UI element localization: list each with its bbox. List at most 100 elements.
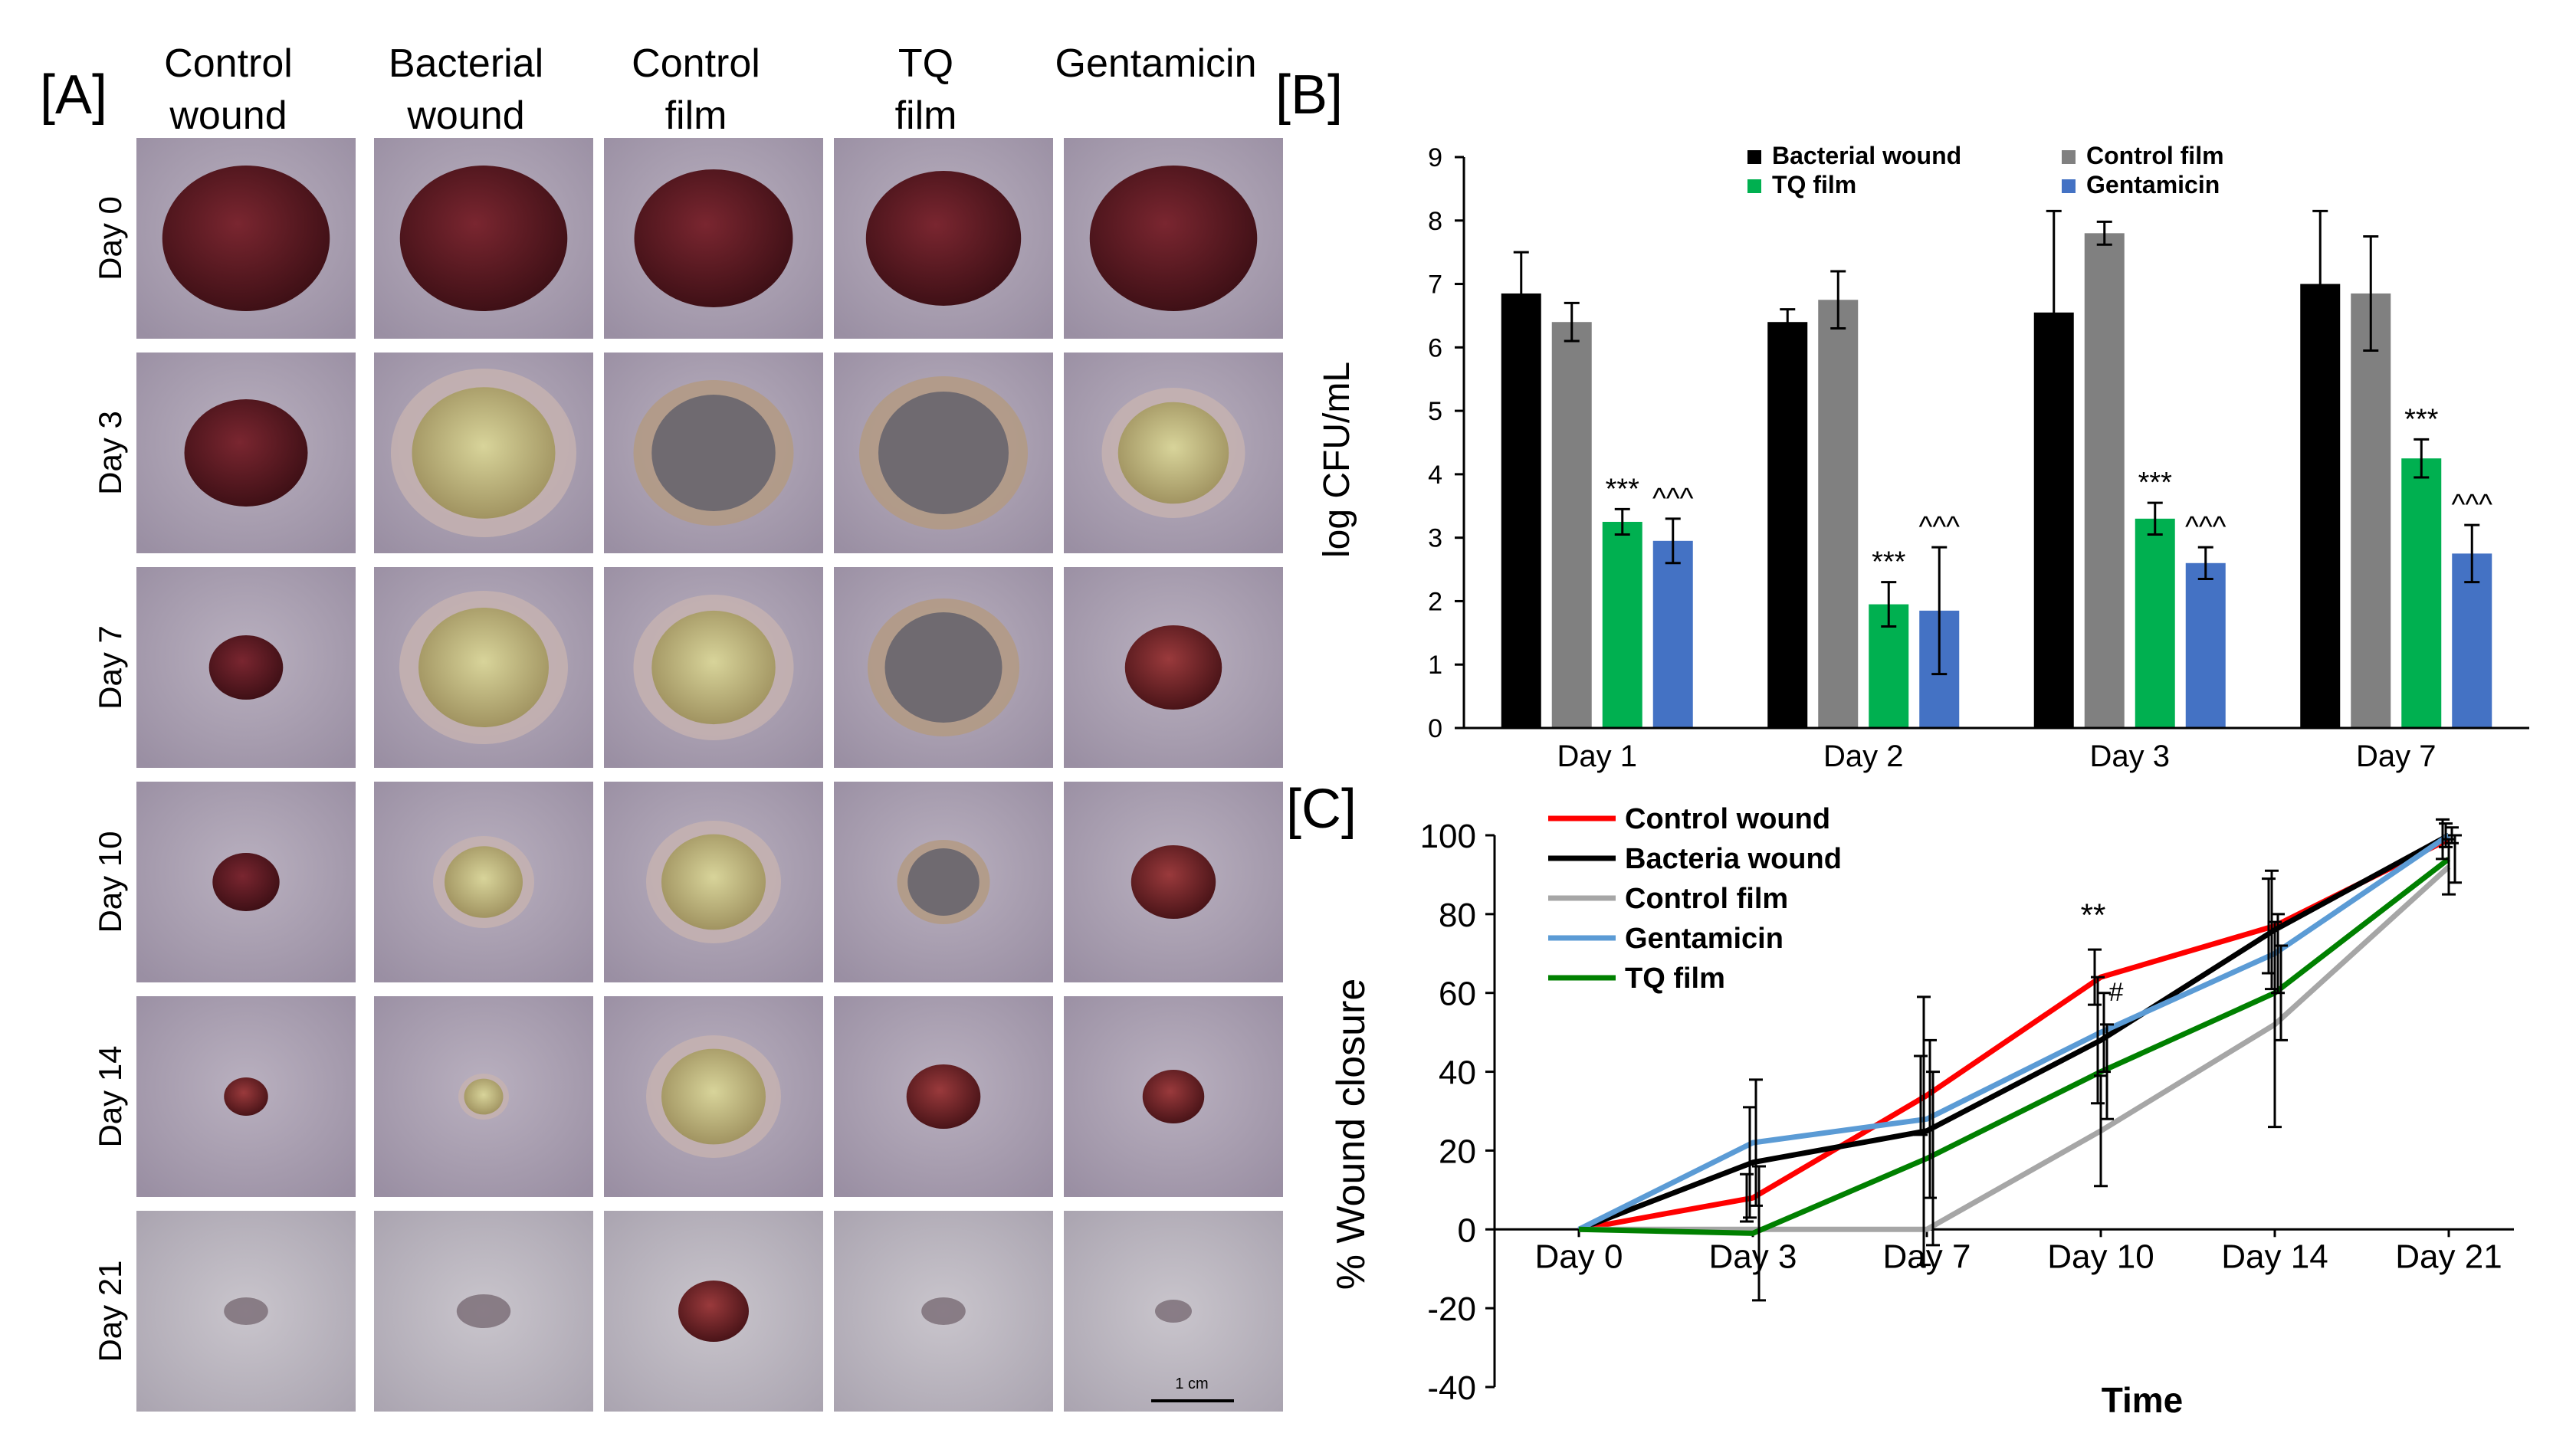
b-y-tick-label: 7: [1428, 271, 1442, 300]
column-header-line2: film: [895, 93, 957, 138]
b-x-tick-label: Day 1: [1557, 739, 1638, 773]
bar-bacterial-wound: [1767, 322, 1808, 728]
bar-control-film: [2351, 293, 2391, 728]
legend-entry-label: Gentamicin: [2086, 171, 2220, 198]
b-y-tick-label: 3: [1428, 524, 1442, 553]
slough-area: [412, 387, 556, 519]
open-wound-area: [634, 169, 793, 307]
slough-area: [418, 608, 549, 727]
slough-area: [661, 834, 766, 930]
scab-area: [1130, 845, 1216, 919]
c-x-tick-label: Day 10: [2047, 1238, 2154, 1275]
scab-area: [678, 1281, 749, 1342]
slough-area: [661, 1048, 766, 1145]
bar-control-film: [1818, 300, 1859, 728]
column-header-line1: Bacterial: [389, 41, 543, 86]
c-y-tick-label: -20: [1427, 1290, 1476, 1328]
c-x-tick-label: Day 0: [1535, 1238, 1623, 1275]
significance-annotation: ***: [2138, 467, 2173, 499]
b-y-tick-label: 9: [1428, 143, 1442, 172]
bar-tq-film: [2135, 518, 2175, 728]
c-x-axis-label: Time: [2102, 1380, 2184, 1420]
legend-swatch: [1747, 150, 1761, 164]
c-y-axis-label: % Wound closure: [1329, 979, 1373, 1290]
bar-bacterial-wound: [1501, 293, 1541, 728]
legend-swatch: [2062, 179, 2076, 193]
b-y-tick-label: 0: [1428, 714, 1442, 743]
scab-area: [906, 1064, 981, 1129]
c-y-tick-label: 60: [1439, 976, 1476, 1013]
c-x-tick-label: Day 7: [1883, 1238, 1971, 1275]
column-header-line1: TQ: [898, 41, 953, 86]
open-wound-area: [184, 399, 308, 507]
b-y-tick-label: 5: [1428, 397, 1442, 426]
b-y-tick-label: 2: [1428, 587, 1442, 616]
significance-annotation: **: [2081, 897, 2106, 933]
legend-entry-label: Gentamicin: [1625, 923, 1784, 955]
healing-wound-bed: [907, 848, 980, 916]
b-y-axis-label: log CFU/mL: [1317, 362, 1357, 558]
slough-area: [651, 610, 776, 725]
significance-annotation: ^^^: [2452, 489, 2493, 521]
row-label-day: Day 7: [92, 625, 128, 710]
scab-area: [1142, 1070, 1205, 1123]
open-wound-area: [399, 166, 568, 311]
b-y-tick-label: 8: [1428, 207, 1442, 236]
healing-wound-bed: [884, 612, 1003, 723]
significance-annotation: ***: [1872, 546, 1906, 579]
legend-entry-label: Bacteria wound: [1625, 843, 1842, 875]
b-y-tick-label: 4: [1428, 461, 1442, 490]
open-wound-area: [162, 166, 330, 311]
healed-scar: [1155, 1300, 1192, 1323]
significance-annotation: ^^^: [1919, 511, 1961, 543]
legend-entry-label: Bacterial wound: [1772, 142, 1961, 169]
b-y-tick-label: 1: [1428, 651, 1442, 680]
significance-annotation: ***: [2404, 403, 2439, 435]
bar-tq-film: [2401, 458, 2442, 728]
healed-scar: [456, 1294, 511, 1328]
scale-bar-label: 1 cm: [1175, 1376, 1208, 1392]
panel-b-label: [B]: [1275, 64, 1343, 126]
healing-wound-bed: [878, 392, 1009, 514]
c-y-tick-label: 20: [1439, 1133, 1476, 1170]
column-header-line1: Gentamicin: [1055, 41, 1257, 86]
open-wound-area: [1089, 166, 1258, 311]
b-y-tick-label: 6: [1428, 333, 1442, 362]
c-x-tick-label: Day 3: [1709, 1238, 1797, 1275]
significance-annotation: #: [2109, 978, 2124, 1007]
scab-area: [1124, 625, 1222, 710]
c-x-tick-label: Day 14: [2221, 1238, 2328, 1275]
bar-chart-svg: [B] *** ^^^ *** ^^^ *** ^^^ *** ^^^ 0 1 2 3 4 5 6 7 8 9 D…: [1275, 64, 2529, 773]
legend-swatch: [2062, 150, 2076, 164]
panel-c-label: [C]: [1286, 779, 1357, 840]
slough-area: [1117, 402, 1229, 504]
bar-control-film: [2084, 233, 2125, 728]
c-y-tick-label: 0: [1458, 1212, 1476, 1249]
legend-entry-label: TQ film: [1625, 962, 1725, 995]
significance-annotation: ^^^: [2185, 511, 2227, 543]
column-header-line1: Control: [164, 41, 293, 86]
column-header-line1: Control: [632, 41, 760, 86]
line-chart-svg: [C] -40 -20 0 20 40 60 80 100 Day 0 Day 3 Day 7 Day…: [1286, 779, 2514, 1420]
open-wound-area: [212, 853, 280, 911]
scale-bar: 1 cm: [1151, 1376, 1234, 1402]
bar-gentamicin: [2185, 562, 2226, 728]
healed-scar: [224, 1297, 268, 1325]
bar-tq-film: [1602, 521, 1642, 728]
significance-annotation: ***: [1606, 473, 1640, 505]
legend-entry-label: Control film: [1625, 883, 1788, 915]
bar-control-film: [1551, 322, 1592, 728]
legend-entry-label: Control wound: [1625, 803, 1830, 835]
series-line-control-film: [1579, 864, 2451, 1232]
open-wound-area: [208, 635, 284, 700]
series-line-bacteria-wound: [1577, 832, 2450, 1232]
panel-a-label: [A]: [40, 64, 107, 126]
healing-wound-bed: [651, 395, 776, 511]
open-wound-area: [865, 171, 1022, 306]
significance-annotation: ^^^: [1652, 483, 1694, 515]
legend-entry-label: Control film: [2086, 142, 2224, 169]
c-y-tick-label: 80: [1439, 897, 1476, 934]
healed-scar: [921, 1297, 966, 1325]
panel-b-bar-chart: [B] *** ^^^ *** ^^^ *** ^^^ *** ^^^ 0 1 2 3 4 5 6 7 8 9 D…: [1272, 0, 2576, 774]
column-header-line2: wound: [169, 93, 287, 138]
